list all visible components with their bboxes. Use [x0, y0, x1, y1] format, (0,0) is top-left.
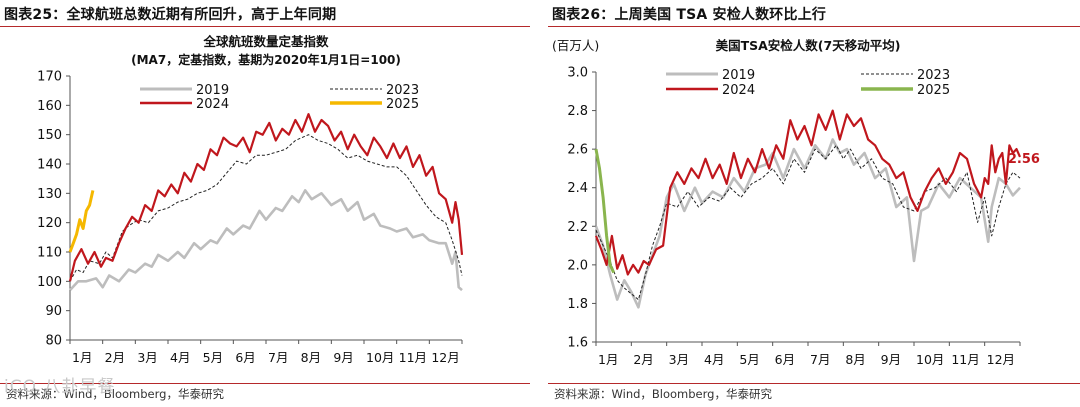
right-legend-label-2024: 2024	[722, 83, 755, 98]
right-annotation-label: 2.56	[1008, 152, 1040, 167]
right-y-tick-label: 1.6	[567, 336, 588, 351]
right-figure-panel: 图表26：上周美国 TSA 安检人数环比上行 美国TSA安检人数(7天移动平均)…	[548, 0, 1080, 407]
right-series-2025-line	[594, 148, 616, 274]
right-x-tick-label: 8月	[845, 352, 865, 367]
left-figure-heading: 全球航班总数近期有所回升，高于上年同期	[66, 7, 337, 23]
left-legend-label-2019: 2019	[196, 83, 229, 98]
left-x-tick-label: 3月	[137, 350, 157, 365]
left-x-tick-label: 4月	[170, 350, 190, 365]
right-figure-title: 图表26：上周美国 TSA 安检人数环比上行	[552, 4, 826, 24]
left-x-tick-label: 12月	[431, 350, 459, 365]
left-x-tick-label: 2月	[105, 350, 125, 365]
right-x-tick-label: 12月	[987, 352, 1015, 367]
left-y-tick-label: 120	[37, 216, 62, 231]
left-x-tick-label: 9月	[333, 350, 353, 365]
left-y-tick-label: 150	[37, 128, 62, 143]
right-x-tick-label: 5月	[739, 352, 759, 367]
watermark-text: iCO 八卦早餐	[4, 377, 116, 397]
right-source-note: 资料来源：Wind，Bloomberg，华泰研究	[554, 387, 772, 401]
right-x-tick-label: 1月	[598, 352, 618, 367]
right-chart: 美国TSA安检人数(7天移动平均) (百万人) 1.6 1.8 2.0 2.2 2.4 2.6…	[552, 38, 1040, 367]
right-y-tick-label: 2.0	[567, 258, 588, 273]
right-top-rule	[548, 26, 1080, 27]
left-y-tick-label: 100	[37, 275, 62, 290]
right-y-tick-label: 3.0	[567, 66, 588, 81]
left-series-2019-line	[69, 189, 463, 292]
left-top-rule	[0, 26, 530, 27]
right-x-tick-label: 11月	[951, 352, 979, 367]
right-legend-label-2019: 2019	[722, 68, 755, 83]
left-y-tick-label: 80	[45, 334, 62, 349]
right-series-2024-line	[594, 109, 1022, 276]
right-series-2023-line	[595, 144, 1021, 301]
left-chart-subtitle: (MA7，定基指数，基期为2020年1月1日=100)	[131, 52, 401, 67]
left-y-tick-label: 160	[37, 99, 62, 114]
right-x-tick-label: 2月	[633, 352, 653, 367]
left-figure-panel: 图表25：全球航班总数近期有所回升，高于上年同期 全球航班数量定基指数 (MA7，…	[0, 0, 530, 407]
left-x-tick-label: 5月	[203, 350, 223, 365]
left-legend-label-2023: 2023	[386, 83, 419, 98]
right-x-tick-label: 4月	[704, 352, 724, 367]
right-legend-label-2025: 2025	[917, 83, 950, 98]
right-bottom-rule	[548, 383, 1080, 384]
left-legend-label-2024: 2024	[196, 97, 229, 112]
left-series-2025-line	[68, 190, 95, 253]
right-x-tick-label: 7月	[810, 352, 830, 367]
right-x-tick-label: 6月	[775, 352, 795, 367]
left-series-2024-line	[68, 112, 464, 282]
right-y-tick-label: 2.8	[567, 104, 588, 119]
left-bottom-rule	[0, 383, 530, 384]
left-y-tick-label: 90	[45, 304, 62, 319]
left-figure-label: 图表25：	[4, 7, 67, 23]
right-figure-heading: 上周美国 TSA 安检人数环比上行	[614, 7, 827, 23]
right-x-tick-label: 10月	[916, 352, 944, 367]
left-x-tick-label: 11月	[399, 350, 427, 365]
left-x-tick-label: 8月	[301, 350, 321, 365]
left-chart-title: 全球航班数量定基指数	[202, 34, 329, 49]
left-y-tick-label: 170	[37, 70, 62, 85]
right-y-tick-label: 2.6	[567, 143, 588, 158]
left-chart: 全球航班数量定基指数 (MA7，定基指数，基期为2020年1月1日=100) 80 9…	[37, 34, 464, 365]
right-x-tick-label: 3月	[669, 352, 689, 367]
right-y-axis-unit: (百万人)	[552, 38, 599, 53]
left-x-tick-label: 6月	[235, 350, 255, 365]
right-series-2019-line	[594, 138, 1021, 309]
left-source-note: 资料来源：Wind，Bloomberg，华泰研究	[6, 387, 224, 401]
left-y-tick-label: 140	[37, 158, 62, 173]
right-legend-label-2023: 2023	[917, 68, 950, 83]
right-y-tick-label: 2.4	[567, 181, 588, 196]
left-y-tick-label: 110	[37, 246, 62, 261]
left-x-tick-label: 7月	[268, 350, 288, 365]
right-y-tick-label: 2.2	[567, 220, 588, 235]
left-figure-title: 图表25：全球航班总数近期有所回升，高于上年同期	[4, 4, 336, 24]
right-x-tick-label: 9月	[881, 352, 901, 367]
left-legend-label-2025: 2025	[386, 97, 419, 112]
left-y-tick-label: 130	[37, 187, 62, 202]
right-figure-label: 图表26：	[552, 7, 615, 23]
left-x-tick-label: 10月	[366, 350, 394, 365]
right-chart-title: 美国TSA安检人数(7天移动平均)	[716, 38, 901, 53]
left-x-tick-label: 1月	[72, 350, 92, 365]
right-y-tick-label: 1.8	[567, 297, 588, 312]
left-series-2023-line	[69, 134, 463, 282]
